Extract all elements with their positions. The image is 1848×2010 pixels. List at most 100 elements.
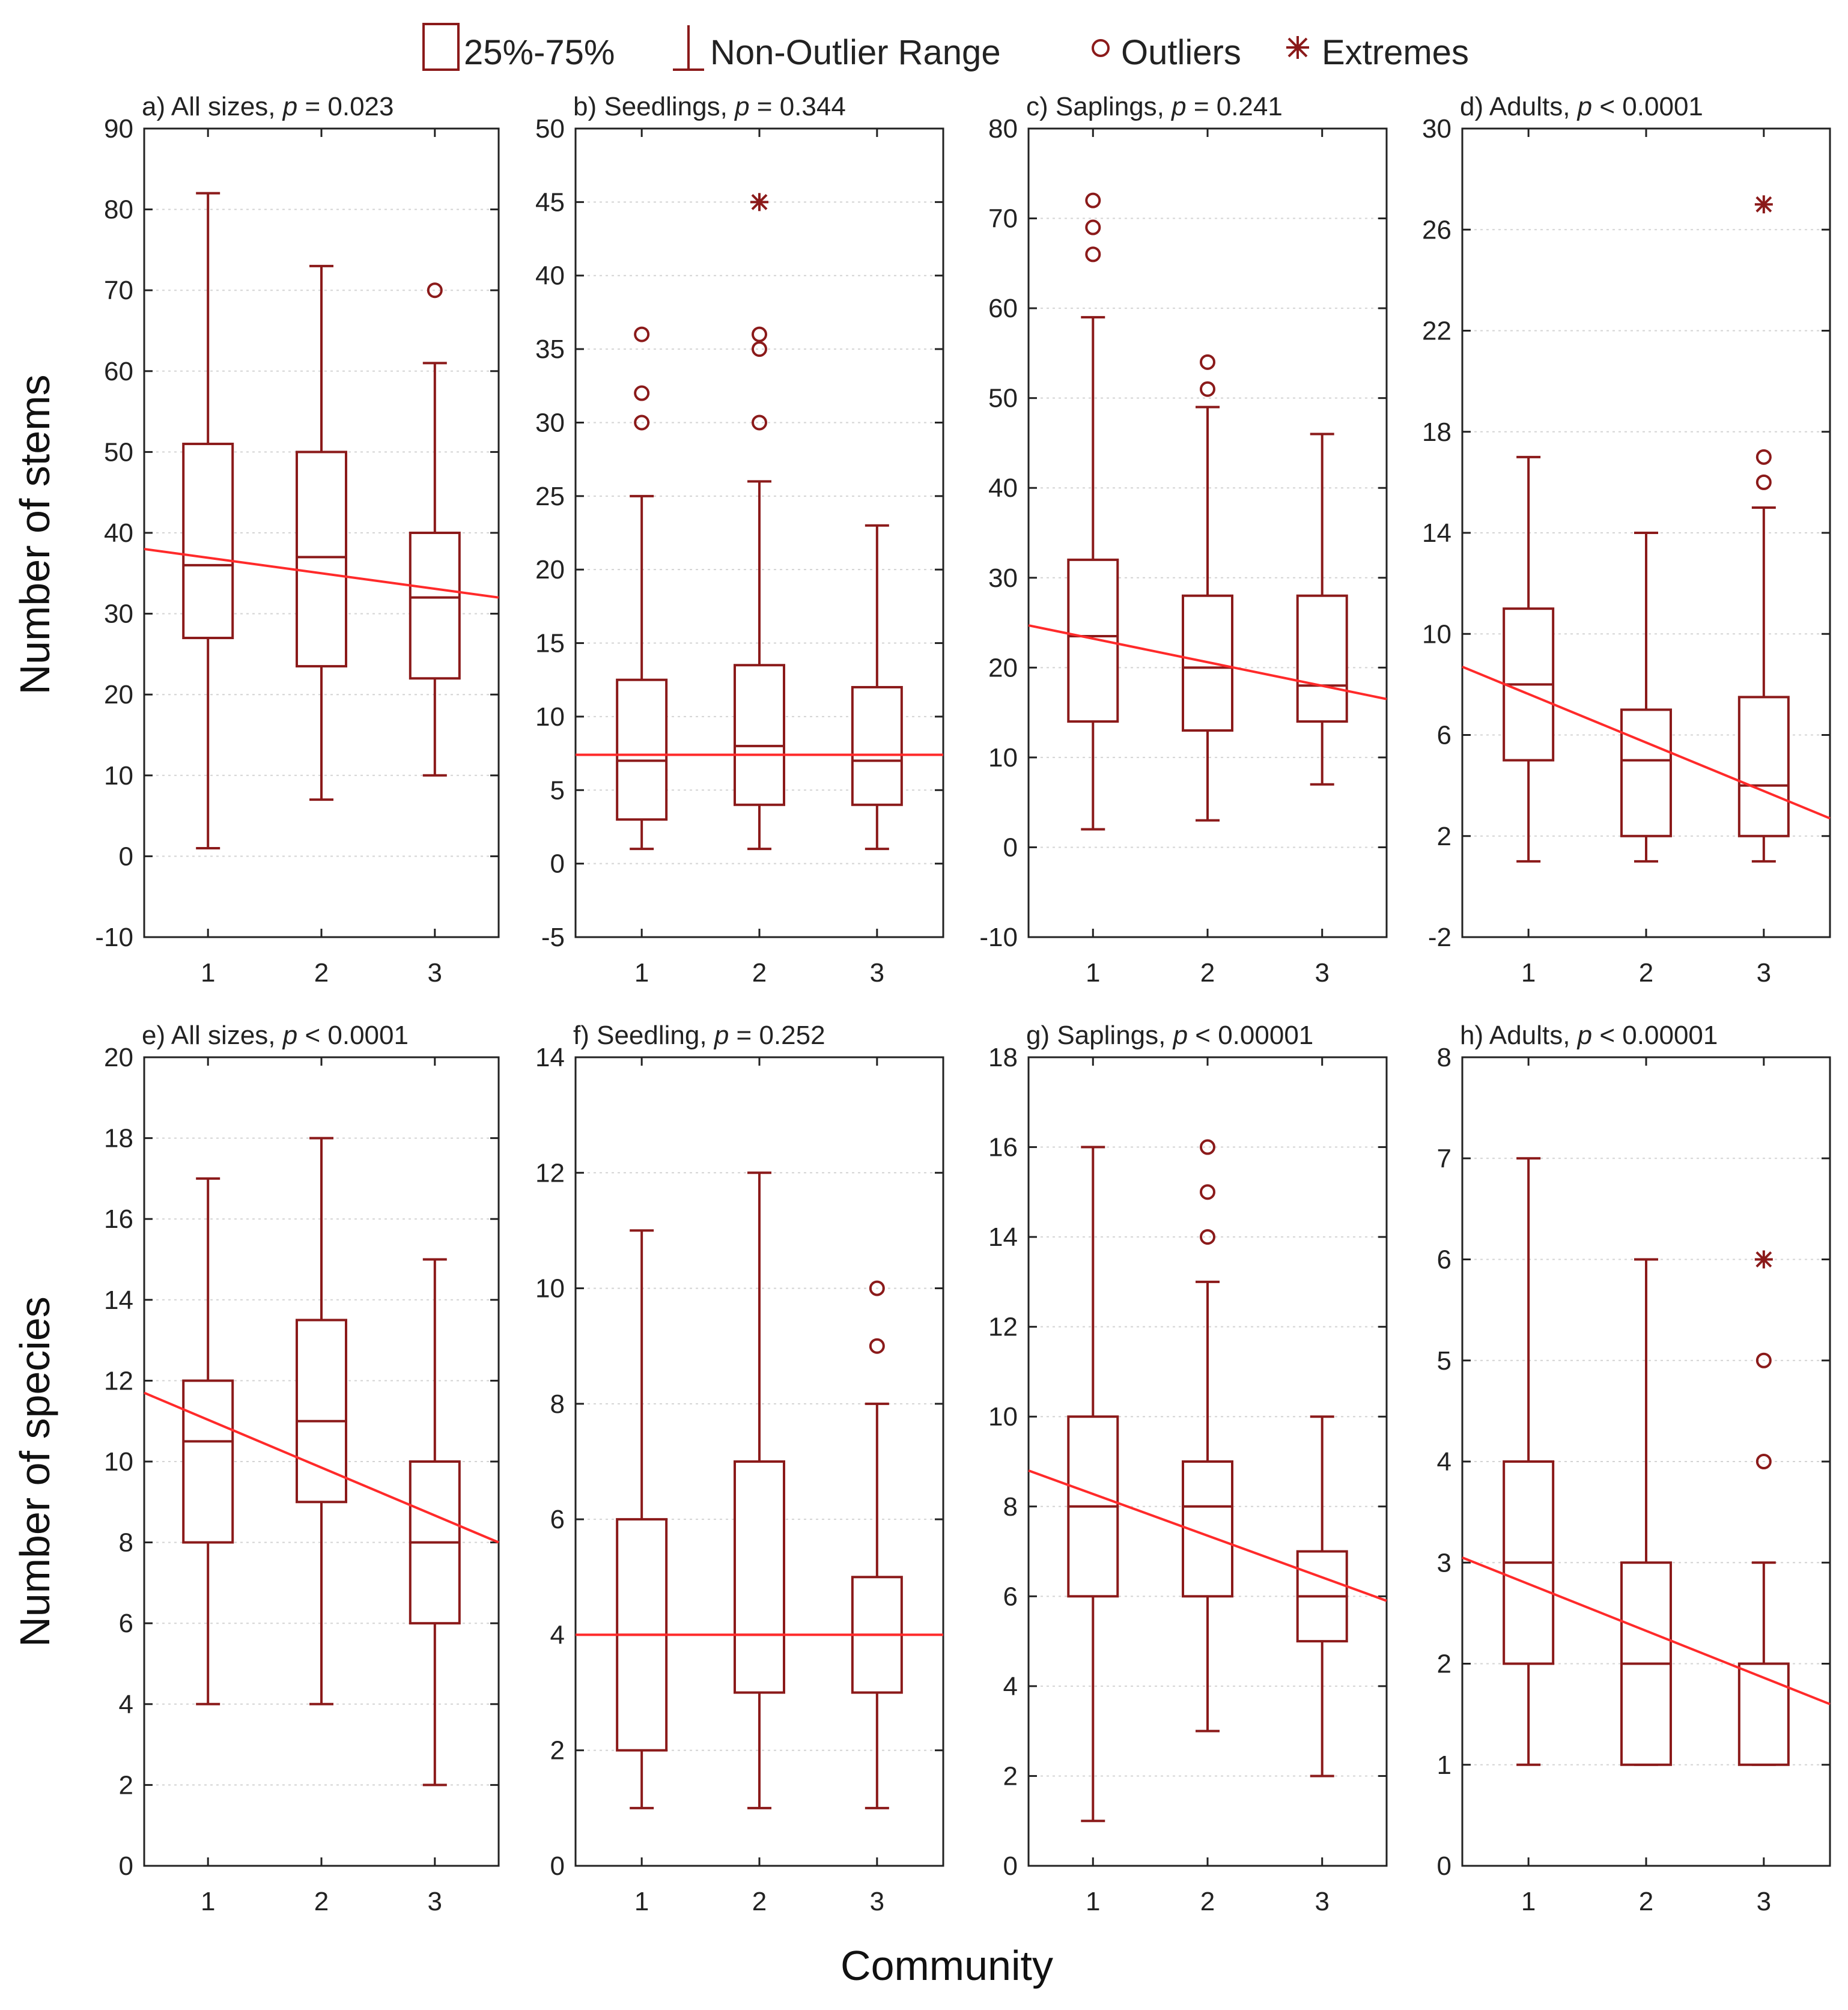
panel-title-value: < 0.00001 [1188, 1021, 1313, 1050]
y-tick-label: 3 [1437, 1548, 1451, 1577]
panel-title-value: = 0.241 [1187, 92, 1283, 121]
panel-title: d) Adults, p < 0.0001 [1460, 92, 1703, 121]
box-group-community-2 [296, 1137, 347, 1705]
y-tick-label: 50 [104, 437, 133, 467]
box-group-community-1 [1067, 1146, 1119, 1823]
x-tick-label: 2 [1200, 958, 1215, 988]
outlier-point [427, 282, 443, 299]
panel-title-p: p [734, 92, 749, 121]
y-tick-label: 5 [550, 776, 565, 805]
legend-box-swatch [422, 23, 460, 71]
y-tick-label: 1 [1437, 1750, 1451, 1780]
x-tick-label: 3 [870, 1887, 884, 1916]
y-tick-label: 0 [1437, 1851, 1451, 1881]
y-tick-label: 35 [535, 335, 565, 364]
box-iqr [1737, 696, 1790, 837]
panel-title: b) Seedlings, p = 0.344 [573, 92, 846, 121]
x-tick-label: 3 [870, 958, 884, 988]
y-tick-label: 18 [988, 1043, 1018, 1072]
panel-title: g) Saplings, p < 0.00001 [1026, 1021, 1313, 1050]
y-tick-label: 70 [988, 204, 1018, 234]
y-tick-label: 2 [1437, 1650, 1451, 1679]
y-tick-label: 2 [1437, 822, 1451, 851]
outlier-point [1200, 381, 1215, 397]
box-iqr [296, 451, 347, 668]
box-group-community-2 [1620, 532, 1672, 863]
y-tick-label: 0 [119, 1851, 133, 1881]
box-iqr [182, 442, 234, 639]
x-tick-label: 2 [314, 1887, 329, 1916]
panel-a: -10 0 10 20 30 40 50 60 70 80 90 1 2 3 a) All sizes, p… [95, 92, 500, 988]
y-tick-label: 6 [1437, 1245, 1451, 1275]
panel-title-prefix: d) Adults, [1460, 92, 1578, 121]
y-tick-label: 45 [535, 187, 565, 217]
panel-title-value: < 0.00001 [1592, 1021, 1718, 1050]
y-tick-label: 16 [988, 1133, 1018, 1162]
x-tick-label: 2 [752, 1887, 767, 1916]
box-iqr [1067, 558, 1119, 723]
x-tick-label: 1 [201, 958, 215, 988]
panel-title-prefix: e) All sizes, [142, 1021, 283, 1050]
y-tick-label: 2 [119, 1770, 133, 1800]
panel-title-prefix: c) Saplings, [1026, 92, 1172, 121]
y-tick-label: 4 [119, 1690, 133, 1719]
box-group-community-1 [182, 1177, 234, 1705]
legend-extreme-label: Extremes [1322, 33, 1469, 72]
y-tick-label: 12 [988, 1313, 1018, 1342]
y-tick-label: 6 [119, 1609, 133, 1638]
y-tick-label: 8 [1437, 1043, 1451, 1072]
outlier-point [869, 1338, 885, 1354]
y-tick-label: 14 [1422, 518, 1451, 548]
x-tick-label: 3 [1757, 958, 1771, 988]
y-tick-label: 4 [1437, 1447, 1451, 1477]
y-tick-label: 70 [104, 276, 133, 305]
y-tick-label: 40 [535, 261, 565, 291]
panel-title-value: < 0.0001 [1592, 92, 1703, 121]
box-iqr [1296, 594, 1348, 723]
panel-title-value: = 0.252 [729, 1021, 825, 1050]
outlier-point [1200, 1139, 1215, 1155]
box-group-community-1 [182, 192, 234, 849]
y-tick-label: 20 [104, 680, 133, 709]
y-axis-title-stems: Number of stems [11, 375, 58, 695]
y-tick-label: 10 [535, 1274, 565, 1304]
y-tick-label: 50 [535, 114, 565, 144]
extreme-point [1754, 1250, 1773, 1269]
x-tick-label: 3 [428, 958, 442, 988]
outlier-point [1085, 192, 1101, 208]
box-group-community-1 [1503, 1157, 1555, 1766]
y-tick-label: 40 [104, 518, 133, 548]
panel-title-prefix: f) Seedling, [573, 1021, 714, 1050]
outlier-point [1200, 354, 1215, 370]
y-tick-label: 14 [988, 1222, 1018, 1252]
y-tick-label: 0 [1003, 1851, 1018, 1881]
x-tick-label: 1 [1086, 958, 1100, 988]
box-group-community-1 [1503, 455, 1555, 863]
y-tick-label: 60 [988, 294, 1018, 323]
legend-outlier-swatch [1092, 39, 1110, 57]
y-tick-label: 30 [988, 563, 1018, 593]
panel-title: h) Adults, p < 0.00001 [1460, 1021, 1718, 1050]
y-tick-label: 30 [104, 600, 133, 629]
y-tick-label: 10 [104, 1447, 133, 1477]
x-tick-label: 3 [428, 1887, 442, 1916]
x-tick-label: 1 [634, 1887, 649, 1916]
trend-line [1028, 624, 1387, 700]
outlier-point [869, 1280, 885, 1296]
x-tick-label: 3 [1315, 958, 1329, 988]
y-tick-label: 30 [1422, 114, 1451, 144]
y-tick-label: 14 [104, 1286, 133, 1315]
panel-title: c) Saplings, p = 0.241 [1026, 92, 1283, 121]
y-tick-label: -10 [979, 923, 1018, 952]
box-group-community-1 [1067, 192, 1119, 831]
panel-title: f) Seedling, p = 0.252 [573, 1021, 825, 1050]
x-axis-title: Community [840, 1942, 1053, 1989]
legend-extreme-swatch [1286, 36, 1309, 59]
y-tick-label: -5 [541, 923, 565, 952]
y-tick-label: 6 [550, 1505, 565, 1534]
y-tick-label: 90 [104, 114, 133, 144]
box-group-community-1 [616, 1229, 668, 1809]
x-tick-label: 3 [1315, 1887, 1329, 1916]
